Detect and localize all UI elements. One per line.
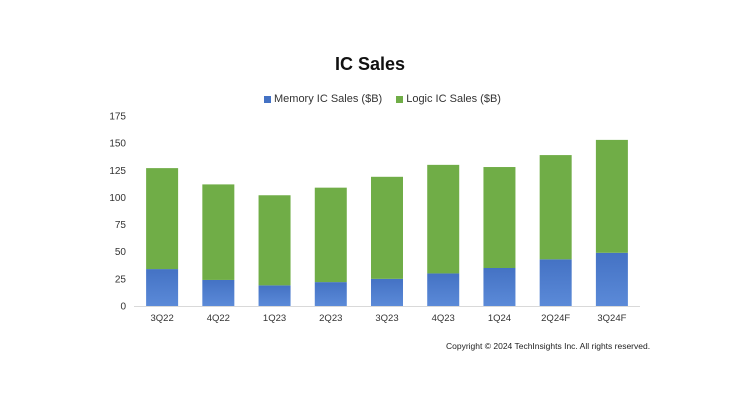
x-tick-label: 1Q23 [263, 313, 286, 324]
x-tick-label: 3Q23 [375, 313, 398, 324]
bar-memory-1Q23 [258, 285, 291, 306]
bar-logic-3Q22 [146, 168, 179, 270]
legend-label-memory: Memory IC Sales ($B) [274, 93, 383, 105]
legend-swatch-memory [264, 95, 271, 103]
bar-memory-3Q23 [371, 278, 403, 306]
chart-legend: Memory IC Sales ($B) Logic IC Sales ($B) [264, 93, 501, 105]
bar-memory-3Q22 [146, 269, 179, 306]
bar-logic-1Q23 [258, 195, 291, 286]
y-tick-label: 175 [109, 112, 126, 123]
legend-swatch-logic [396, 95, 404, 103]
x-tick-label: 3Q24F [597, 313, 626, 324]
y-tick-label: 0 [120, 302, 126, 313]
bar-memory-2Q24F [539, 259, 572, 306]
x-tick-label: 4Q22 [207, 313, 230, 324]
bar-logic-4Q22 [202, 184, 235, 280]
bar-memory-2Q23 [314, 282, 347, 306]
y-tick-label: 50 [115, 247, 127, 258]
legend-item-logic: Logic IC Sales ($B) [396, 93, 501, 105]
x-tick-label: 3Q22 [150, 313, 173, 324]
bar-logic-4Q23 [427, 164, 460, 274]
y-tick-label: 100 [109, 193, 126, 204]
copyright-text: Copyright © 2024 TechInsights Inc. All r… [446, 341, 651, 351]
bars [146, 139, 628, 306]
x-tick-label: 1Q24 [488, 313, 511, 324]
bar-logic-1Q24 [483, 167, 516, 268]
y-tick-label: 75 [115, 220, 127, 231]
bar-logic-2Q24F [539, 155, 572, 260]
bar-memory-4Q23 [427, 273, 460, 306]
legend-item-memory: Memory IC Sales ($B) [264, 93, 382, 105]
bar-logic-3Q24F [595, 139, 628, 253]
y-tick-label: 150 [109, 139, 126, 150]
y-tick-label: 125 [109, 166, 126, 177]
x-tick-label: 2Q23 [319, 313, 342, 324]
chart-title: IC Sales [334, 54, 406, 74]
x-tick-label: 4Q23 [432, 313, 455, 324]
bar-memory-1Q24 [483, 268, 516, 306]
y-axis: 0 25 50 75 100 125 150 175 [109, 112, 126, 313]
bar-memory-4Q22 [202, 279, 235, 306]
bar-logic-2Q23 [314, 187, 347, 283]
y-tick-label: 25 [115, 274, 127, 285]
bar-memory-3Q24F [595, 252, 628, 306]
legend-label-logic: Logic IC Sales ($B) [406, 93, 501, 105]
bar-logic-3Q23 [371, 176, 403, 279]
x-axis: 3Q22 4Q22 1Q23 2Q23 3Q23 4Q23 1Q24 2Q24F 3Q24F [134, 306, 640, 324]
x-tick-label: 2Q24F [541, 313, 570, 324]
